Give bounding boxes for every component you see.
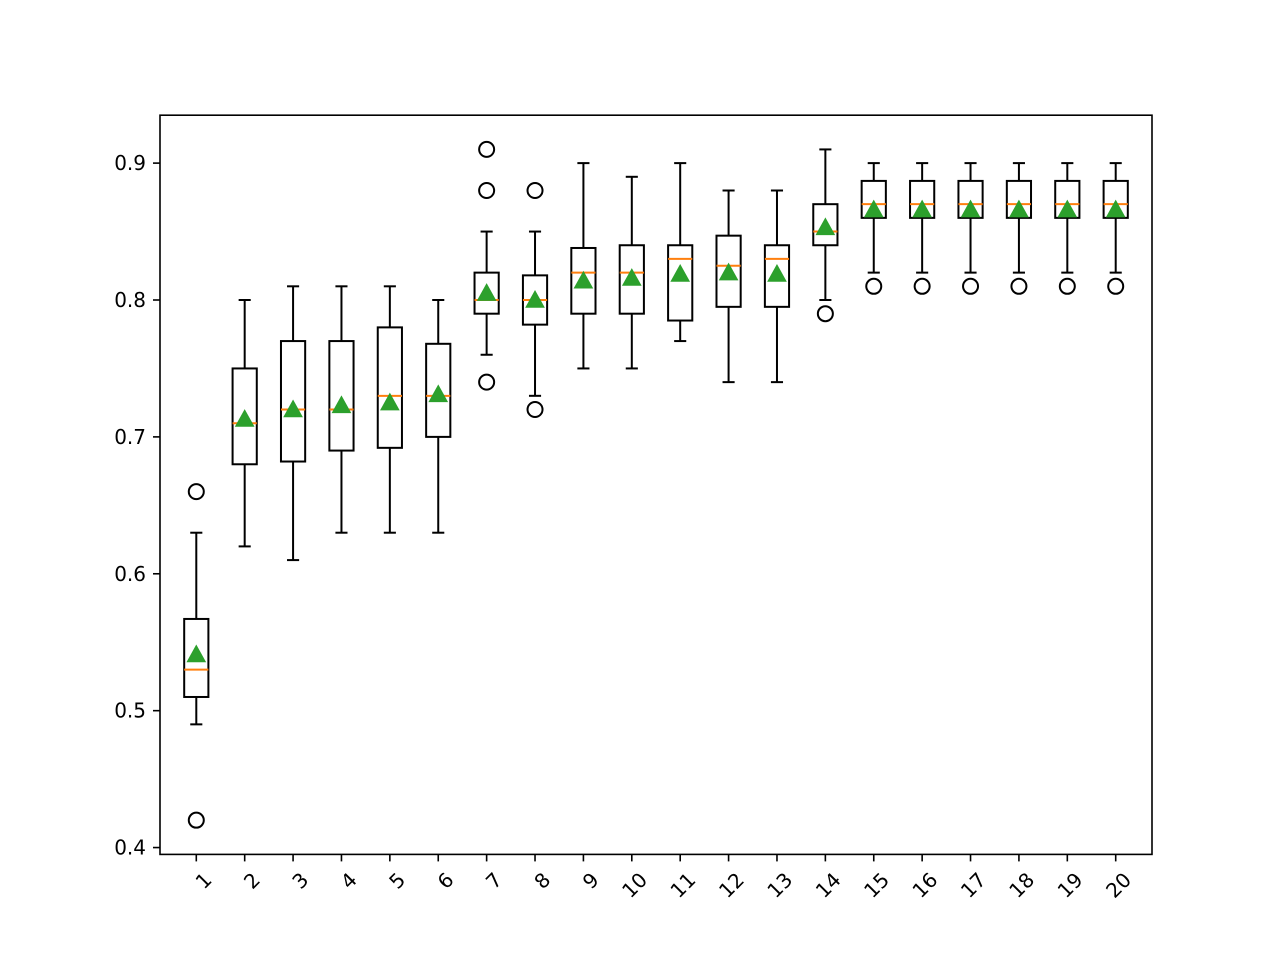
y-tick-label: 0.6 bbox=[114, 562, 146, 586]
mean-marker bbox=[1057, 199, 1078, 218]
box-9 bbox=[570, 162, 597, 370]
outlier-point bbox=[962, 277, 980, 295]
box-18 bbox=[1005, 162, 1033, 295]
box-5 bbox=[376, 285, 403, 534]
outlier-point bbox=[913, 277, 931, 295]
box-17 bbox=[957, 162, 984, 295]
outlier-point bbox=[816, 305, 834, 323]
box-body bbox=[570, 246, 597, 315]
mean-marker bbox=[428, 384, 449, 403]
plot-area bbox=[183, 140, 1129, 829]
box-13 bbox=[763, 189, 791, 384]
mean-marker bbox=[670, 263, 691, 282]
outlier-point bbox=[478, 181, 496, 199]
outlier-point bbox=[1010, 277, 1028, 295]
y-tick-label: 0.5 bbox=[114, 699, 146, 723]
mean-marker bbox=[331, 395, 352, 414]
box-4 bbox=[328, 285, 355, 534]
box-2 bbox=[231, 299, 258, 548]
box-16 bbox=[909, 162, 936, 295]
y-tick-label: 0.9 bbox=[114, 151, 146, 175]
box-6 bbox=[425, 299, 452, 534]
mean-marker bbox=[573, 270, 594, 289]
box-3 bbox=[279, 285, 307, 562]
box-11 bbox=[667, 162, 694, 343]
mean-marker bbox=[234, 409, 255, 427]
outlier-point bbox=[478, 373, 496, 391]
mean-marker bbox=[863, 199, 884, 218]
outlier-point bbox=[478, 140, 496, 158]
box-20 bbox=[1102, 162, 1129, 295]
mean-marker bbox=[476, 283, 497, 301]
outlier-point bbox=[526, 401, 544, 419]
outlier-point bbox=[1107, 277, 1125, 295]
mean-marker bbox=[621, 268, 642, 286]
box-19 bbox=[1054, 162, 1081, 295]
axes-frame bbox=[159, 114, 1153, 856]
mean-marker bbox=[1009, 199, 1029, 218]
box-1 bbox=[183, 483, 210, 829]
mean-marker bbox=[815, 217, 836, 236]
box-7 bbox=[473, 140, 500, 391]
outlier-point bbox=[1058, 277, 1076, 295]
y-tick-label: 0.4 bbox=[114, 836, 146, 860]
y-tick-label: 0.8 bbox=[114, 288, 146, 312]
mean-marker bbox=[525, 289, 545, 308]
mean-marker bbox=[186, 644, 207, 663]
box-15 bbox=[860, 162, 887, 295]
box-10 bbox=[618, 175, 645, 370]
box-8 bbox=[521, 181, 549, 419]
y-axis: 0.4 0.5 0.6 0.7 0.8 0.9 bbox=[114, 151, 160, 860]
mean-marker bbox=[380, 392, 400, 411]
box-12 bbox=[715, 189, 742, 384]
y-tick-label: 0.7 bbox=[114, 425, 146, 449]
mean-marker bbox=[283, 399, 303, 418]
mean-marker bbox=[960, 199, 981, 218]
mean-marker bbox=[718, 262, 739, 281]
mean-marker bbox=[767, 263, 787, 282]
mean-marker bbox=[912, 199, 932, 218]
outlier-point bbox=[865, 277, 883, 295]
box-body bbox=[667, 244, 694, 322]
outlier-point bbox=[187, 483, 205, 501]
box-body bbox=[957, 179, 984, 219]
outlier-point bbox=[526, 181, 544, 199]
mean-marker bbox=[1105, 199, 1126, 218]
box-14 bbox=[812, 148, 839, 323]
box-body bbox=[376, 326, 403, 449]
outlier-point bbox=[187, 811, 205, 829]
